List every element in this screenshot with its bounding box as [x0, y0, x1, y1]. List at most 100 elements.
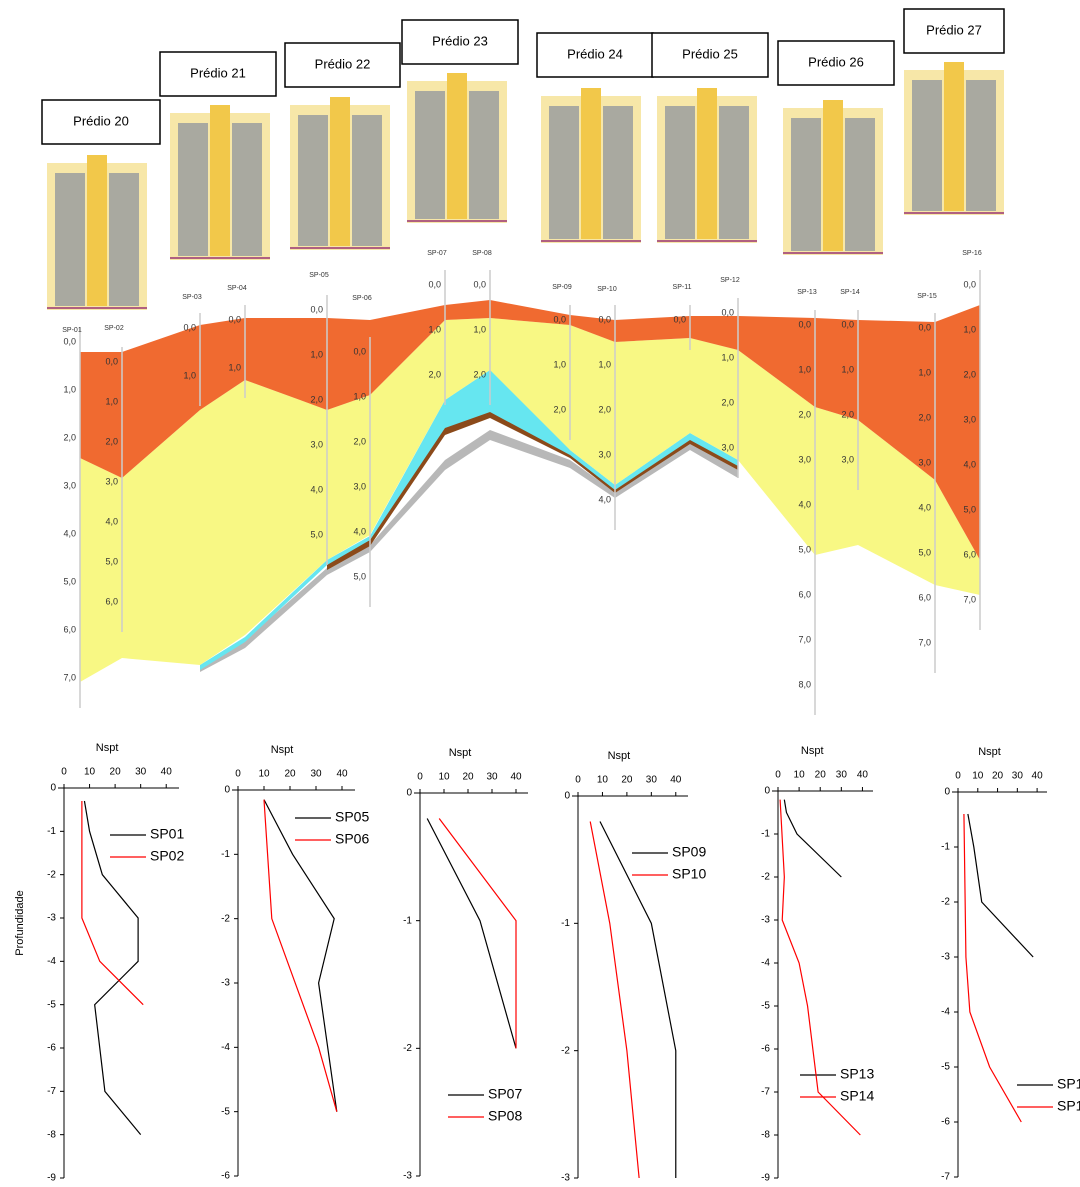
x-tick-label: 40	[510, 772, 522, 783]
building-wing	[109, 173, 139, 306]
legend-label: SP16	[1057, 1098, 1080, 1114]
y-tick-label: -6	[761, 1044, 770, 1055]
depth-label: 2,0	[353, 436, 366, 446]
y-tick-label: -4	[221, 1042, 230, 1053]
building-wing	[549, 106, 579, 239]
building-core	[87, 155, 107, 306]
building-label: Prédio 22	[315, 56, 371, 71]
x-tick-label: 40	[857, 770, 869, 781]
x-tick-label: 0	[235, 769, 241, 780]
x-tick-label: 40	[1032, 771, 1044, 782]
building-label: Prédio 23	[432, 33, 488, 48]
building-wing	[912, 80, 942, 211]
depth-label: 1,0	[105, 396, 118, 406]
building-wing	[298, 115, 328, 246]
y-tick-label: -2	[941, 897, 950, 908]
y-axis-label: Profundidade	[14, 890, 26, 955]
y-tick-label: -8	[761, 1130, 770, 1141]
data-line	[83, 800, 142, 1136]
x-tick-label: 20	[284, 769, 296, 780]
depth-label: 3,0	[310, 439, 323, 449]
y-tick-label: -4	[761, 958, 770, 969]
building-wing	[719, 106, 749, 239]
data-line	[263, 799, 338, 1112]
y-tick-label: -2	[561, 1045, 570, 1056]
x-tick-label: 10	[972, 771, 984, 782]
x-tick-label: 10	[597, 775, 609, 786]
depth-label: 1,0	[63, 384, 76, 394]
depth-label: 4,0	[598, 494, 611, 504]
depth-label: 1,0	[963, 324, 976, 334]
building-wing	[352, 115, 382, 246]
depth-label: 6,0	[63, 624, 76, 634]
x-tick-label: 10	[794, 770, 806, 781]
legend-label: SP15	[1057, 1076, 1080, 1092]
y-tick-label: -1	[941, 842, 950, 853]
depth-label: 2,0	[598, 404, 611, 414]
building-label-box	[536, 32, 654, 78]
depth-label: 1,0	[310, 349, 323, 359]
depth-label: 3,0	[721, 442, 734, 452]
building-label-box	[159, 51, 277, 97]
building-label: Prédio 24	[567, 46, 623, 61]
depth-label: 4,0	[798, 499, 811, 509]
y-tick-label: -1	[47, 826, 56, 837]
y-tick-label: -2	[761, 872, 770, 883]
y-tick-label: -3	[221, 978, 230, 989]
x-tick-label: 20	[621, 775, 633, 786]
depth-label: 5,0	[353, 571, 366, 581]
legend-label: SP10	[672, 866, 706, 882]
y-tick-label: -2	[403, 1043, 412, 1054]
borehole-label: SP-06	[352, 295, 372, 302]
depth-label: 6,0	[105, 596, 118, 606]
y-tick-label: 0	[406, 788, 412, 799]
building-label: Prédio 25	[682, 46, 738, 61]
data-line	[438, 818, 517, 1049]
chart-title: Nspt	[96, 742, 119, 754]
depth-label: 7,0	[918, 637, 931, 647]
data-line	[81, 801, 144, 1006]
building-label: Prédio 20	[73, 113, 129, 128]
depth-label: 3,0	[598, 449, 611, 459]
depth-label: 5,0	[310, 529, 323, 539]
depth-label: 3,0	[353, 481, 366, 491]
depth-label: 6,0	[798, 589, 811, 599]
legend-label: SP06	[335, 831, 369, 847]
data-line	[783, 799, 842, 878]
y-tick-label: -6	[941, 1117, 950, 1128]
y-tick-label: -1	[403, 915, 412, 926]
depth-label: 3,0	[105, 476, 118, 486]
building-wing	[55, 173, 85, 306]
building-core	[210, 105, 230, 256]
depth-label: 1,0	[353, 391, 366, 401]
y-tick-label: -7	[47, 1086, 56, 1097]
y-tick-label: -5	[761, 1001, 770, 1012]
depth-label: 3,0	[918, 457, 931, 467]
y-tick-label: -5	[221, 1106, 230, 1117]
depth-label: 2,0	[841, 409, 854, 419]
y-tick-label: 0	[944, 787, 950, 798]
y-tick-label: -3	[403, 1171, 412, 1182]
data-line	[963, 813, 1022, 1123]
chart-title: Nspt	[978, 746, 1001, 758]
depth-label: 0,0	[841, 319, 854, 329]
depth-label: 8,0	[798, 679, 811, 689]
y-tick-label: -4	[47, 956, 56, 967]
y-tick-label: -2	[221, 913, 230, 924]
depth-label: 0,0	[553, 314, 566, 324]
data-line	[599, 821, 677, 1178]
depth-label: 1,0	[228, 362, 241, 372]
building-core	[447, 73, 467, 219]
building-wing	[665, 106, 695, 239]
borehole-label: SP-07	[427, 250, 447, 257]
chart-title: Nspt	[801, 745, 824, 757]
data-line	[426, 818, 517, 1049]
x-tick-label: 40	[336, 769, 348, 780]
depth-label: 1,0	[798, 364, 811, 374]
legend-label: SP05	[335, 809, 369, 825]
x-tick-label: 30	[1012, 771, 1024, 782]
depth-label: 1,0	[428, 324, 441, 334]
building-wing	[178, 123, 208, 256]
depth-label: 2,0	[553, 404, 566, 414]
